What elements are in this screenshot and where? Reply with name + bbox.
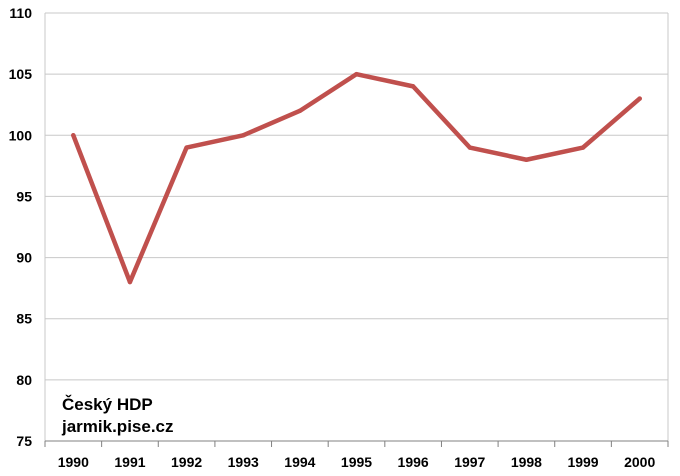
x-tick-label: 1991 bbox=[114, 454, 145, 470]
data-point bbox=[580, 145, 586, 150]
y-tick-label: 95 bbox=[16, 188, 32, 204]
x-tick-label: 1995 bbox=[341, 454, 372, 470]
series-line bbox=[71, 71, 642, 285]
x-tick-label: 1997 bbox=[454, 454, 485, 470]
x-tick-label: 1996 bbox=[398, 454, 429, 470]
data-point bbox=[410, 84, 416, 89]
y-tick-label: 90 bbox=[16, 250, 32, 266]
x-tick-label: 1998 bbox=[511, 454, 542, 470]
x-tick-label: 1994 bbox=[284, 454, 315, 470]
x-tick-label: 1993 bbox=[228, 454, 259, 470]
annotation-title: Český HDP bbox=[62, 395, 153, 414]
x-tick-label: 2000 bbox=[624, 454, 655, 470]
data-point bbox=[297, 108, 303, 114]
data-point bbox=[637, 96, 642, 101]
x-tick-label: 1990 bbox=[58, 454, 89, 470]
series bbox=[71, 71, 642, 285]
x-tick-label: 1992 bbox=[171, 454, 202, 470]
gridlines bbox=[45, 12, 668, 381]
data-point bbox=[467, 145, 472, 150]
data-point bbox=[241, 133, 246, 138]
data-point bbox=[524, 157, 529, 162]
y-tick-label: 110 bbox=[9, 5, 32, 21]
data-point bbox=[354, 71, 359, 77]
y-tick-label: 100 bbox=[9, 127, 33, 143]
data-point bbox=[184, 145, 189, 150]
x-tick-label: 1999 bbox=[567, 454, 598, 470]
y-tick-labels: 75 80 85 90 95 100 105 110 bbox=[9, 5, 33, 449]
annotations: Český HDP jarmik.pise.cz bbox=[61, 395, 174, 436]
data-point bbox=[71, 133, 76, 138]
y-tick-label: 80 bbox=[16, 372, 32, 388]
y-tick-label: 75 bbox=[16, 433, 32, 449]
y-tick-label: 105 bbox=[9, 66, 33, 82]
data-point bbox=[127, 279, 133, 285]
axes bbox=[44, 13, 669, 447]
x-tick-labels: 1990 1991 1992 1993 1994 1995 1996 1997 1998 1999… bbox=[58, 454, 656, 470]
annotation-source: jarmik.pise.cz bbox=[61, 417, 174, 436]
y-tick-label: 85 bbox=[16, 311, 32, 327]
